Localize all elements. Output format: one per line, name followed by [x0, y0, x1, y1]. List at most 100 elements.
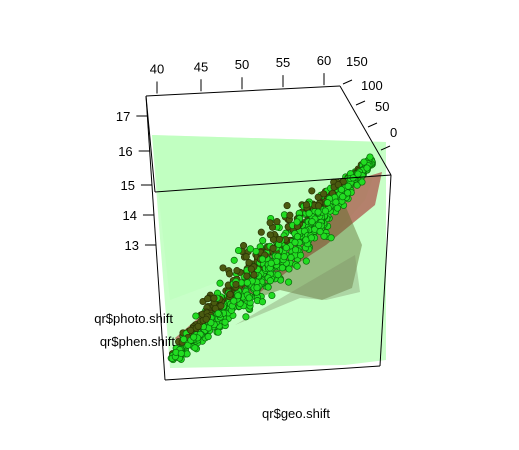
- data-point: [191, 334, 197, 340]
- data-point: [316, 222, 322, 228]
- box-edge: [146, 86, 340, 96]
- data-point: [309, 188, 315, 194]
- data-point: [235, 247, 241, 253]
- data-point: [284, 202, 290, 208]
- data-point: [361, 159, 367, 165]
- data-point: [324, 200, 330, 206]
- data-point: [275, 272, 281, 278]
- data-point: [259, 256, 265, 262]
- data-point: [309, 219, 315, 225]
- data-point: [359, 179, 365, 185]
- data-point: [204, 296, 210, 302]
- y-tick-mark: [356, 101, 365, 105]
- x-tick-label: 55: [276, 55, 290, 70]
- data-point: [231, 298, 237, 304]
- data-point: [303, 237, 309, 243]
- axis-label-geo: qr$geo.shift: [262, 406, 330, 421]
- data-point: [268, 260, 274, 266]
- data-point: [247, 246, 253, 252]
- data-point: [292, 247, 298, 253]
- data-point: [294, 219, 300, 225]
- data-point: [184, 351, 190, 357]
- data-point: [259, 299, 265, 305]
- data-point: [243, 314, 249, 320]
- data-point: [367, 154, 373, 160]
- data-point: [294, 233, 300, 239]
- data-point: [244, 273, 250, 279]
- data-point: [267, 278, 273, 284]
- data-point: [243, 254, 249, 260]
- y-tick-mark: [368, 123, 377, 127]
- axis-label-phen: qr$phen.shift: [100, 334, 176, 349]
- data-point: [328, 235, 334, 241]
- data-point: [192, 345, 198, 351]
- z-tick-label: 13: [124, 238, 138, 253]
- data-point: [317, 228, 323, 234]
- data-point: [286, 266, 292, 272]
- data-point: [333, 199, 339, 205]
- data-point: [345, 183, 351, 189]
- z-tick-label: 14: [122, 208, 136, 223]
- data-point: [193, 313, 199, 319]
- data-point: [195, 323, 201, 329]
- data-point: [269, 292, 275, 298]
- data-point: [303, 258, 309, 264]
- data-point: [227, 291, 233, 297]
- data-point: [218, 303, 224, 309]
- data-point: [297, 252, 303, 258]
- data-point: [334, 205, 340, 211]
- data-point: [248, 266, 254, 272]
- data-point: [217, 280, 223, 286]
- z-tick-label: 16: [118, 144, 132, 159]
- x-tick-label: 60: [317, 53, 331, 68]
- data-point: [203, 316, 209, 322]
- data-point: [270, 245, 276, 251]
- data-point: [321, 191, 327, 197]
- data-point: [254, 285, 260, 291]
- axis-label-photo: qr$photo.shift: [94, 311, 173, 326]
- data-point: [283, 245, 289, 251]
- data-point: [288, 254, 294, 260]
- data-point: [222, 319, 228, 325]
- data-point: [315, 203, 321, 209]
- x-tick-label: 45: [194, 59, 208, 74]
- box-edge: [165, 366, 380, 380]
- data-point: [258, 229, 264, 235]
- data-point: [234, 267, 240, 273]
- data-point: [345, 190, 351, 196]
- data-point: [260, 237, 266, 243]
- z-axis-ticks: 17 16 15 14 13: [116, 109, 156, 253]
- data-point: [322, 208, 328, 214]
- data-point: [276, 236, 282, 242]
- data-point: [231, 257, 237, 263]
- data-point: [285, 279, 291, 285]
- y-tick-label: 50: [375, 99, 389, 114]
- y-tick-mark: [343, 80, 352, 84]
- data-point: [240, 242, 246, 248]
- data-point: [303, 202, 309, 208]
- y-tick-label: 0: [390, 125, 397, 140]
- data-point: [181, 336, 187, 342]
- y-axis-ticks: 150 100 500: [343, 54, 397, 150]
- data-point: [226, 271, 232, 277]
- data-point: [235, 293, 241, 299]
- x-tick-label: 50: [235, 57, 249, 72]
- data-point: [215, 310, 221, 316]
- y-tick-label: 100: [361, 78, 383, 93]
- data-point: [267, 220, 273, 226]
- data-point: [355, 171, 361, 177]
- data-point: [211, 295, 217, 301]
- y-tick-label: 150: [346, 54, 368, 69]
- data-point: [292, 239, 298, 245]
- data-point: [294, 263, 300, 269]
- data-point: [274, 218, 280, 224]
- x-tick-label: 40: [150, 61, 164, 76]
- data-point: [233, 281, 239, 287]
- data-point: [315, 209, 321, 215]
- data-point: [279, 265, 285, 271]
- data-point: [215, 329, 221, 335]
- data-point: [246, 295, 252, 301]
- z-tick-label: 15: [120, 178, 134, 193]
- data-point: [220, 265, 226, 271]
